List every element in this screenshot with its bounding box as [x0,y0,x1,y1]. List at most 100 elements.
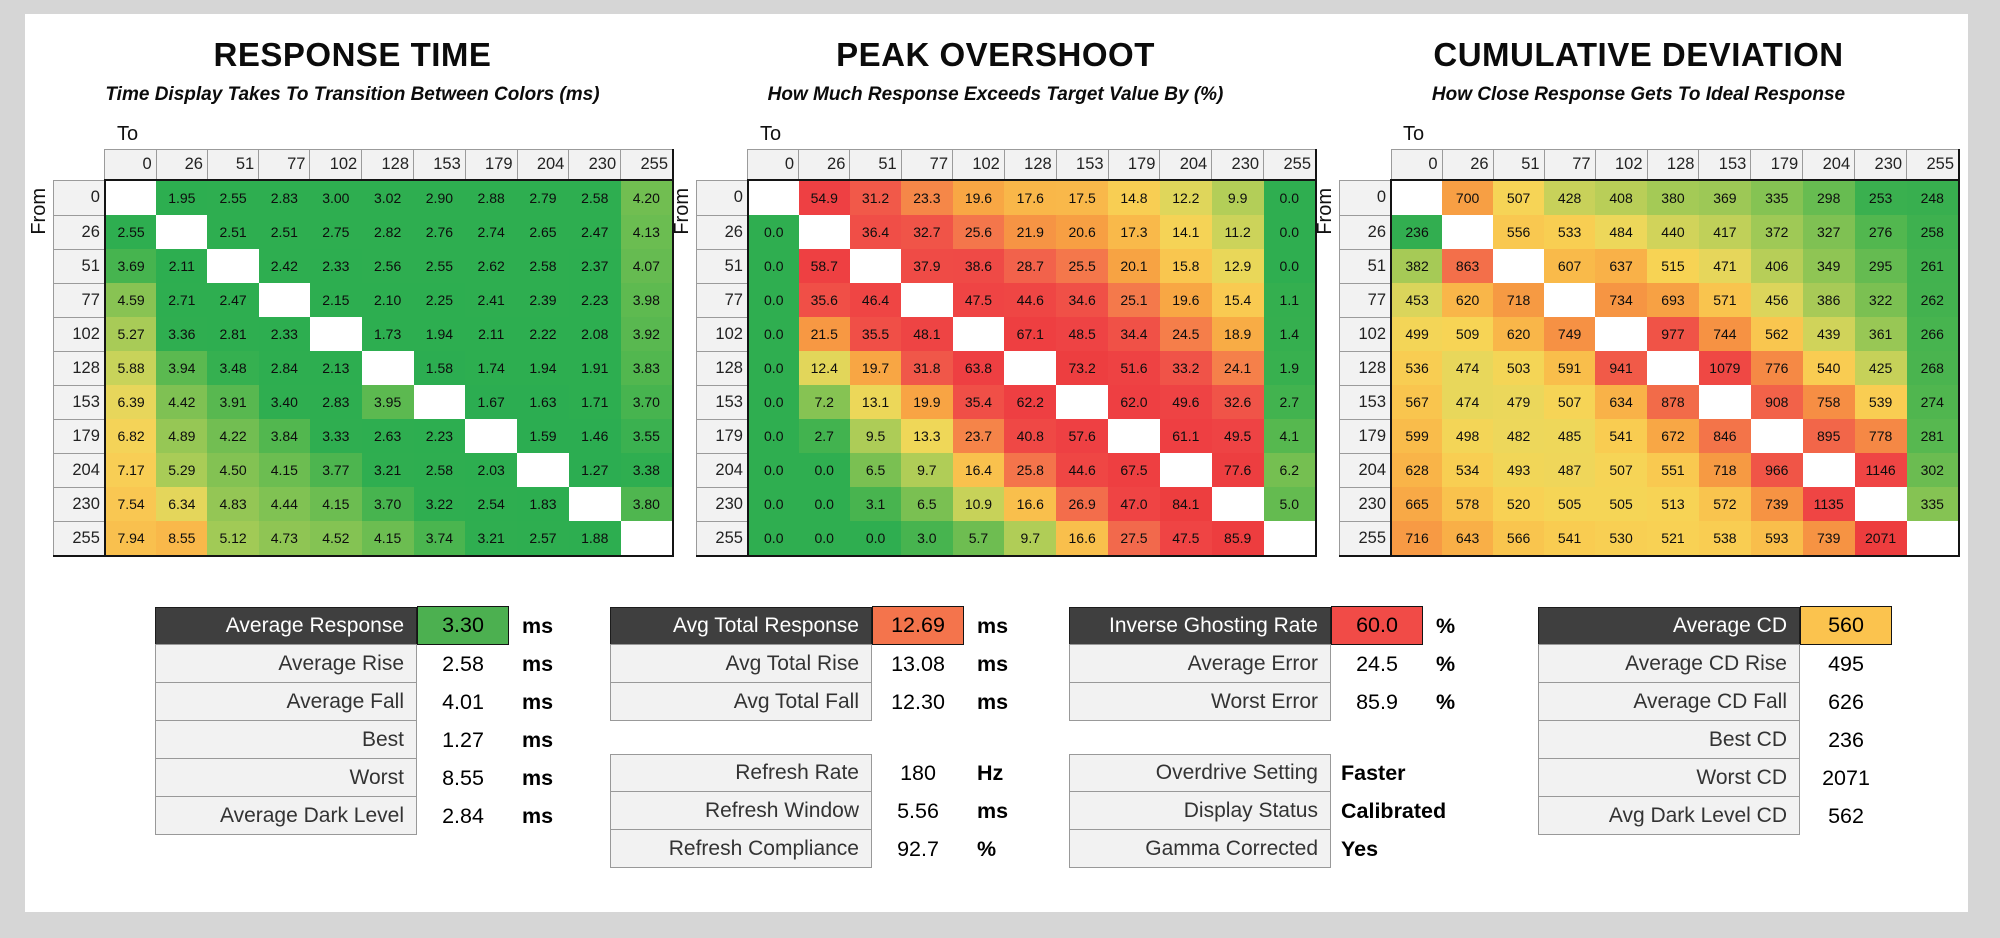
heatmap-cell: 513 [1647,487,1699,521]
heatmap-cell [1108,419,1160,453]
heatmap-cell: 2.63 [361,419,414,453]
heatmap-cell: 2.58 [413,453,466,487]
heatmap-cell: 262 [1906,283,1959,317]
heatmap-cell: 3.84 [258,419,310,453]
heatmap-cell: 84.1 [1159,487,1212,521]
heatmap-cell [1004,351,1057,385]
response-time-heatmap: 0 26 51 77 102 128 153 179 204 230 255 0 1.95 2.55 2.8… [52,149,674,557]
heatmap-cell: 2.39 [517,283,569,317]
summary-block: Average Response 3.30 ms Average Rise 2.58 ms… [155,606,569,835]
heatmap-cell: 556 [1493,215,1545,249]
heatmap-cell: 57.6 [1056,419,1109,453]
peak-overshoot-subtitle: How Much Response Exceeds Target Value B… [767,84,1224,105]
heatmap-cell: 12.9 [1211,249,1264,283]
summary-value: 180 [900,760,936,785]
heatmap-cell: 521 [1647,521,1699,556]
heatmap-cell: 2.33 [258,317,310,351]
heatmap-row-header: 204 [695,452,749,488]
heatmap-cell: 51.6 [1108,351,1160,385]
summary-row: Average Error 24.5% [1069,644,1483,683]
heatmap-cell: 474 [1442,351,1494,385]
heatmap-cell: 966 [1750,453,1803,487]
heatmap-cell: 16.4 [952,453,1005,487]
heatmap-cell: 47.5 [952,283,1005,317]
heatmap-cell: 0.0 [747,487,799,521]
heatmap-cell: 0.0 [747,453,799,487]
heatmap-col-header: 51 [849,149,902,181]
heatmap-cell: 2.11 [465,317,518,351]
heatmap-cell: 2.54 [465,487,518,521]
heatmap-cell: 3.02 [361,180,414,215]
summary-label: Worst CD [1538,758,1800,797]
heatmap-cell: 408 [1595,180,1648,215]
heatmap-cell: 2.57 [517,521,569,556]
heatmap-cell: 6.5 [901,487,953,521]
heatmap-row-header: 0 [1339,179,1392,216]
summary-value: 24.5 [1356,651,1398,676]
heatmap-cell: 4.15 [309,487,362,521]
heatmap-col-header: 0 [747,149,800,181]
heatmap-cell: 28.7 [1004,249,1057,283]
heatmap-cell: 505 [1544,487,1596,521]
heatmap-cell: 73.2 [1056,351,1109,385]
summary-value: 8.55 [442,765,484,790]
heatmap-cell: 4.15 [361,521,414,556]
heatmap-cell: 1.74 [465,351,518,385]
heatmap-cell: 24.1 [1211,351,1264,385]
summary-label: Average Response [155,607,417,645]
heatmap-cell: 1.27 [568,453,621,487]
heatmap-cell: 9.9 [1211,180,1264,215]
heatmap-col-header: 26 [798,149,851,181]
heatmap-cell: 428 [1544,180,1596,215]
heatmap-cell: 6.5 [849,453,902,487]
heatmap-cell: 2.88 [465,180,518,215]
heatmap-col-header: 230 [568,149,622,181]
heatmap-cell: 507 [1595,453,1648,487]
heatmap-cell: 25.1 [1108,283,1160,317]
heatmap-cell: 620 [1442,283,1494,317]
response-time-section: RESPONSE TIME Time Display Takes To Tran… [28,36,674,557]
heatmap-cell: 0.0 [798,487,850,521]
heatmap-cell: 3.77 [309,453,362,487]
cumulative-deviation-heatmap: 0 26 51 77 102 128 153 179 204 230 255 0 700 507 428 40… [1339,149,1960,557]
summary-value: Faster [1341,760,1406,785]
heatmap-cell: 417 [1698,215,1751,249]
heatmap-cell: 1.67 [465,385,518,419]
summary-unit: ms [522,727,554,752]
summary-value: 12.69 [872,606,964,645]
heatmap-table: 0 26 51 77 102 128 153 179 204 230 255 0 700 507 428 40… [1339,149,1960,557]
heatmap-cell: 440 [1647,215,1699,249]
heatmap-col-header: 26 [1441,149,1494,181]
heatmap-cell: 515 [1647,249,1699,283]
summary-unit [1892,797,1963,835]
heatmap-cell: 1146 [1854,453,1907,487]
heatmap-cell: 541 [1544,521,1596,556]
heatmap-cell: 49.6 [1159,385,1212,419]
heatmap-cell [1802,453,1855,487]
heatmap-cell: 2.23 [568,283,621,317]
response-summary-table: Average Response 3.30 ms Average Rise 2.58 ms… [155,606,569,901]
summary-unit: % [1436,689,1456,714]
heatmap-cell: 34.4 [1108,317,1160,351]
heatmap-cell: 503 [1493,351,1545,385]
heatmap-cell: 9.7 [901,453,953,487]
heatmap-cell: 700 [1442,180,1494,215]
heatmap-cell: 5.29 [156,453,208,487]
summary-row: Avg Total Fall 12.30 ms [610,682,1024,721]
summary-label: Avg Total Fall [610,682,872,721]
summary-label: Best CD [1538,720,1800,759]
heatmap-cell: 62.2 [1004,385,1057,419]
heatmap-cell: 27.5 [1108,521,1160,556]
summary-label: Average CD Fall [1538,682,1800,721]
heatmap-cell: 19.6 [1159,283,1212,317]
heatmap-cell: 298 [1802,180,1855,215]
summary-row: Refresh Rate 180 Hz [610,754,1024,792]
heatmap-row-header: 26 [1339,214,1392,250]
heatmap-cell: 846 [1698,419,1751,453]
heatmap-cell: 14.1 [1159,215,1212,249]
heatmap-cell: 1.63 [517,385,569,419]
heatmap-cell: 3.40 [258,385,310,419]
summary-row: Average Rise 2.58 ms [155,644,569,683]
heatmap-row-header: 128 [695,350,749,386]
summary-row: Avg Total Rise 13.08 ms [610,644,1024,683]
